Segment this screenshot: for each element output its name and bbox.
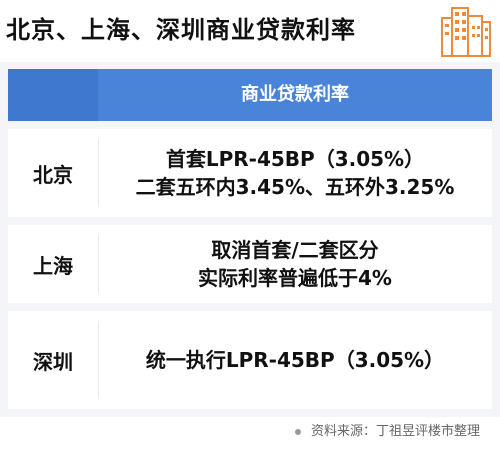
rate-content: 取消首套/二套区分 实际利率普遍低于4% <box>98 225 492 303</box>
table-header: 商业贷款利率 <box>8 69 492 121</box>
source-note: 资料来源：丁祖昱评楼市整理 <box>294 420 480 439</box>
rate-content: 统一执行LPR-45BP（3.05%） <box>98 311 492 409</box>
table-row-beijing: 北京 首套LPR-45BP（3.05%） 二套五环内3.45%、五环外3.25% <box>8 129 492 217</box>
page-title: 北京、上海、深圳商业贷款利率 <box>6 16 356 44</box>
row-divider <box>98 321 99 399</box>
city-label: 北京 <box>33 162 73 187</box>
bullet-icon <box>294 428 301 435</box>
rate-line: 统一执行LPR-45BP（3.05%） <box>145 348 445 372</box>
rate-table: 商业贷款利率 北京 首套LPR-45BP（3.05%） 二套五环内3.45%、五… <box>0 62 500 417</box>
rate-line: 二套五环内3.45%、五环外3.25% <box>135 175 455 199</box>
table-row-shanghai: 上海 取消首套/二套区分 实际利率普遍低于4% <box>8 225 492 303</box>
header-label: 商业贷款利率 <box>241 84 349 105</box>
table-row-shenzhen: 深圳 统一执行LPR-45BP（3.05%） <box>8 311 492 409</box>
rate-line: 首套LPR-45BP（3.05%） <box>165 147 425 171</box>
buildings-icon <box>441 7 491 57</box>
row-divider <box>98 139 99 207</box>
rate-line: 实际利率普遍低于4% <box>198 266 392 290</box>
header-corner <box>8 69 98 121</box>
city-label: 深圳 <box>33 349 73 374</box>
rate-content: 首套LPR-45BP（3.05%） 二套五环内3.45%、五环外3.25% <box>98 129 492 217</box>
city-label: 上海 <box>33 253 73 278</box>
source-text: 资料来源：丁祖昱评楼市整理 <box>310 424 480 439</box>
row-divider <box>98 235 99 293</box>
rate-line: 取消首套/二套区分 <box>211 238 379 262</box>
